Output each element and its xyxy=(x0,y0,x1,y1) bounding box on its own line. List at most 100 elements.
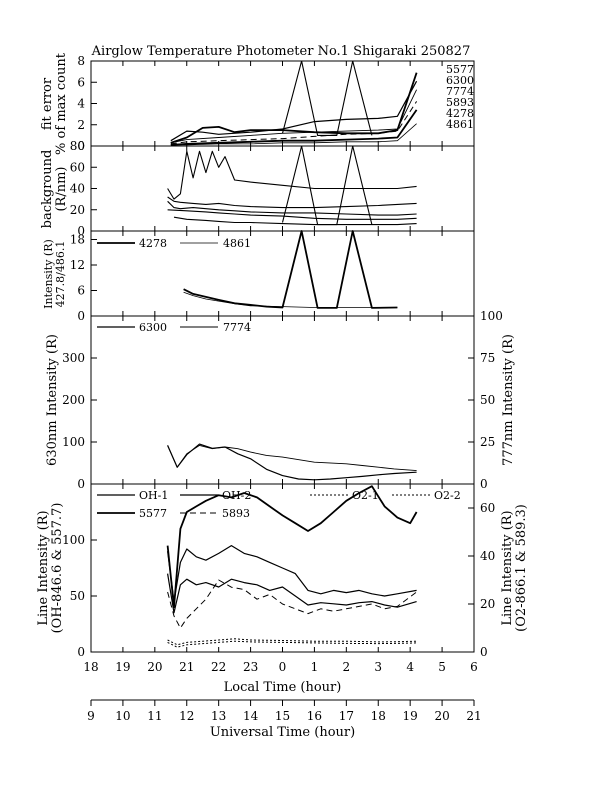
local-time-tick-label: 21 xyxy=(179,660,194,674)
y2-tick-label: 60 xyxy=(480,501,495,515)
series-line-O2-1 xyxy=(167,638,417,646)
line-intensity-left-axis-label-line: Line Intensity (R) xyxy=(36,510,51,625)
y-tick-label: 6 xyxy=(77,75,85,89)
legend-label-7774: 7774 xyxy=(223,321,251,334)
legend-label-5893: 5893 xyxy=(446,96,474,109)
y-tick-label: 60 xyxy=(70,160,85,174)
y2-tick-label: 50 xyxy=(480,393,495,407)
local-time-tick-label: 6 xyxy=(470,660,478,674)
series-line-7774 xyxy=(170,89,418,144)
ut-tick-label: 10 xyxy=(115,709,130,723)
series-line-b xyxy=(167,196,417,209)
y-tick-label: 20 xyxy=(70,203,85,217)
line-intensity-right-axis-label-line: (O2-866.1 & 589.3) xyxy=(514,504,529,632)
background-axis-label-line: (R/nm) xyxy=(54,166,69,211)
background-axis-label-line: background xyxy=(40,150,55,229)
y2-tick-label: 40 xyxy=(480,549,495,563)
ut-tick-label: 21 xyxy=(466,709,481,723)
y-tick-label: 8 xyxy=(77,54,85,68)
blue-intensity-axis-label-line: 427.8/486.1 xyxy=(54,241,67,308)
y-tick-label: 200 xyxy=(62,393,85,407)
series-line-5893 xyxy=(170,101,418,145)
ut-tick-label: 12 xyxy=(179,709,194,723)
legend-label-6300: 6300 xyxy=(446,74,474,87)
legend-label-4861: 4861 xyxy=(223,237,251,250)
series-line-7774 xyxy=(167,444,417,472)
fit-error-axis-label: fit error% of max count xyxy=(40,52,69,155)
plot-layer: 0246802040608006121801002003000255075100… xyxy=(36,52,529,740)
ut-tick-label: 17 xyxy=(339,709,354,723)
chart-title: Airglow Temperature Photometer No.1 Shig… xyxy=(91,44,471,59)
legend-label-5577: 5577 xyxy=(446,63,474,76)
y2-tick-label: 25 xyxy=(480,435,495,449)
y-tick-label: 0 xyxy=(77,645,85,659)
series-line-OH-2 xyxy=(167,544,417,603)
legend-label-5577: 5577 xyxy=(139,507,167,520)
series-line-4861 xyxy=(170,123,417,146)
legend-label-OH-1: OH-1 xyxy=(139,489,168,502)
series-line-O2-2 xyxy=(167,640,417,648)
series-line-4278 xyxy=(183,230,398,309)
background-axis-label: background(R/nm) xyxy=(40,150,69,229)
ut-tick-label: 11 xyxy=(147,709,162,723)
blue-intensity-axis-label: Intensity (R)427.8/486.1 xyxy=(42,239,67,309)
red-intensity-axis-label-line: 630nm Intensity (R) xyxy=(45,334,60,466)
fit-error-axis-label-line: % of max count xyxy=(54,52,69,155)
line-intensity-right-axis-label-line: Line Intensity (R) xyxy=(500,510,515,625)
series-line-unnamed xyxy=(281,145,373,226)
y-tick-label: 50 xyxy=(70,589,85,603)
series-line-4861 xyxy=(183,291,398,308)
y-tick-label: 80 xyxy=(70,139,85,153)
ut-axis-label: Universal Time (hour) xyxy=(210,725,355,740)
series-line-6300 xyxy=(170,80,418,142)
series-line-5893 xyxy=(167,579,417,629)
y-tick-label: 40 xyxy=(70,182,85,196)
ut-tick-label: 18 xyxy=(371,709,386,723)
ut-tick-label: 9 xyxy=(87,709,95,723)
ut-tick-label: 13 xyxy=(211,709,226,723)
y2-tick-label: 100 xyxy=(480,309,503,323)
local-time-tick-label: 2 xyxy=(343,660,351,674)
line-intensity-left-axis-label-line: (OH-846.6 & 557.7) xyxy=(50,503,65,634)
local-time-tick-label: 1 xyxy=(311,660,319,674)
legend-label-5893: 5893 xyxy=(222,507,250,520)
red-intensity-axis-label: 630nm Intensity (R) xyxy=(45,334,60,466)
series-line-e xyxy=(173,216,417,226)
line-intensity-left-axis-label: Line Intensity (R)(OH-846.6 & 557.7) xyxy=(36,503,65,634)
y-tick-label: 0 xyxy=(77,477,85,491)
local-time-tick-label: 4 xyxy=(406,660,414,674)
series-line-OH-1 xyxy=(167,573,417,614)
series-line-c xyxy=(167,200,417,216)
ut-tick-label: 14 xyxy=(243,709,259,723)
y-tick-label: 300 xyxy=(62,351,85,365)
y-tick-label: 0 xyxy=(77,224,85,238)
y-tick-label: 2 xyxy=(77,118,85,132)
ut-tick-label: 20 xyxy=(434,709,449,723)
y2-tick-label: 0 xyxy=(480,477,488,491)
ir-intensity-axis-label: 777nm Intensity (R) xyxy=(501,334,516,466)
local-time-tick-label: 5 xyxy=(438,660,446,674)
y-tick-label: 18 xyxy=(70,233,85,247)
panel-frame xyxy=(90,315,475,485)
local-time-tick-label: 22 xyxy=(211,660,226,674)
legend-label-O2-1: O2-1 xyxy=(352,489,379,502)
legend-label-4861: 4861 xyxy=(446,118,474,131)
ir-intensity-axis-label-line: 777nm Intensity (R) xyxy=(501,334,516,466)
y-tick-label: 4 xyxy=(77,97,85,111)
series-line-5577 xyxy=(166,485,418,609)
legend-label-O2-2: O2-2 xyxy=(434,489,461,502)
legend-label-7774: 7774 xyxy=(446,85,474,98)
legend-label-4278: 4278 xyxy=(139,237,167,250)
y2-tick-label: 75 xyxy=(480,351,495,365)
local-time-tick-label: 23 xyxy=(243,660,258,674)
y-tick-label: 100 xyxy=(62,533,85,547)
y-tick-label: 12 xyxy=(70,258,85,272)
series-line-4278 xyxy=(170,109,418,146)
series-line-6300 xyxy=(167,443,417,481)
ut-tick-label: 16 xyxy=(307,709,322,723)
local-time-tick-label: 20 xyxy=(147,660,162,674)
series-line-unnamed xyxy=(281,60,373,136)
fit-error-axis-label-line: fit error xyxy=(40,77,55,130)
y2-tick-label: 20 xyxy=(480,597,495,611)
